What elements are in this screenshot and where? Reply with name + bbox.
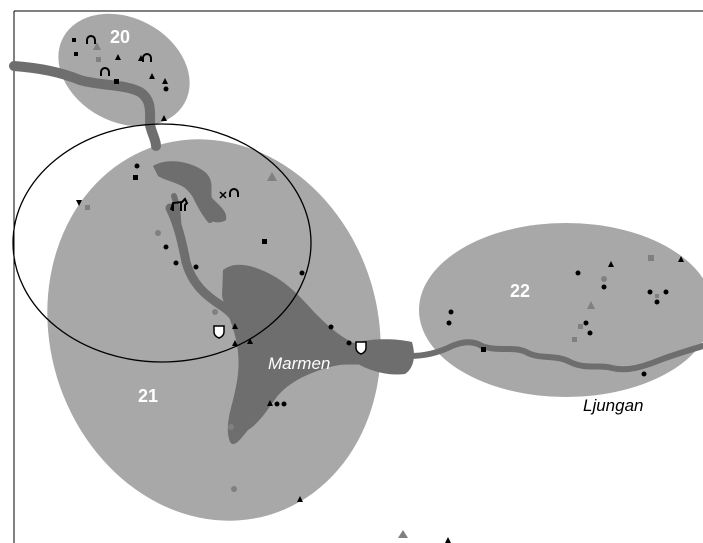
dot-marker (134, 163, 140, 169)
gray-dot-marker (212, 309, 218, 315)
gray-dot-markers (155, 230, 607, 492)
dot-marker (299, 270, 305, 276)
triangle-marker (247, 338, 253, 344)
zone-20-area (58, 13, 190, 127)
zone-21-area (47, 139, 381, 521)
gray-dot-marker (601, 276, 607, 282)
dot-marker (647, 289, 653, 295)
dot-marker (601, 284, 607, 290)
dot-marker (446, 320, 452, 326)
zone-21-label: 21 (138, 386, 158, 406)
gray-triangle-marker (93, 42, 101, 50)
dot-marker (173, 260, 179, 266)
dot-marker (641, 371, 647, 377)
square-marker (481, 347, 486, 352)
dot-marker (193, 264, 199, 270)
square-marker (262, 239, 267, 244)
lake-label: Marmen (268, 354, 330, 373)
triangle-marker (161, 115, 167, 121)
horse-figure-icon (170, 197, 189, 211)
gray-square-marker (85, 205, 90, 210)
gray-dot-marker (155, 230, 161, 236)
gray-square-marker (655, 294, 659, 298)
horseshoe-icon (86, 35, 96, 44)
dot-marker (274, 401, 280, 407)
gray-dot-marker (231, 486, 237, 492)
river-west-branch (171, 193, 185, 243)
triangle-marker (162, 78, 168, 84)
square-marker (133, 175, 138, 180)
dot-marker (663, 289, 669, 295)
dot-marker (575, 270, 581, 276)
river-label: Ljungan (583, 396, 644, 415)
shield-icon (355, 341, 367, 355)
dot-marker (281, 401, 287, 407)
gray-square-marker (578, 324, 583, 329)
horseshoe-icon (100, 67, 110, 76)
square-marker (72, 38, 76, 42)
dot-marker (328, 324, 334, 330)
dot-markers (134, 86, 669, 407)
river-upper (9, 61, 161, 151)
dot-marker (163, 244, 169, 250)
horseshoe-icon (142, 53, 152, 62)
square-markers (72, 38, 486, 352)
gray-triangle-marker (398, 530, 408, 538)
zone-20-label: 20 (110, 27, 130, 47)
lake-marmen (222, 264, 385, 445)
triangle-marker (297, 496, 303, 502)
dot-marker (654, 299, 660, 305)
triangle-marker (445, 537, 451, 543)
dot-marker (587, 330, 593, 336)
triangle-marker (232, 340, 238, 346)
gray-triangle-marker (267, 172, 277, 181)
labels: 20 21 22 Marmen Ljungan (110, 27, 644, 415)
gray-dot-marker (228, 424, 234, 430)
dot-marker (163, 86, 169, 92)
ring-cross-icon (76, 200, 82, 206)
triangle-marker (115, 54, 121, 60)
triangle-marker (678, 256, 684, 262)
triangle-marker (608, 261, 614, 267)
gray-triangle-markers (93, 42, 595, 538)
dot-marker (583, 320, 589, 326)
zone-22-label: 22 (510, 281, 530, 301)
horseshoe-icon (229, 188, 239, 197)
triangle-marker (232, 323, 238, 329)
lake-upper-arm (153, 161, 227, 223)
triangle-marker (149, 73, 155, 79)
dot-marker (346, 340, 352, 346)
shield-icon (213, 325, 225, 339)
zone-22-area (419, 223, 703, 397)
square-marker (114, 79, 119, 84)
dot-marker (448, 309, 454, 315)
gray-square-marker (648, 255, 654, 261)
gray-square-markers (85, 57, 659, 342)
highlight-circle (12, 123, 312, 363)
cross-icon (219, 191, 227, 199)
triangle-markers (115, 54, 684, 543)
gray-square-marker (572, 337, 577, 342)
gray-triangle-marker (587, 301, 595, 309)
gray-square-marker (96, 57, 101, 62)
special-icons (76, 35, 367, 355)
square-marker (74, 52, 78, 56)
triangle-marker (267, 400, 273, 406)
river-ljungan (407, 339, 703, 373)
